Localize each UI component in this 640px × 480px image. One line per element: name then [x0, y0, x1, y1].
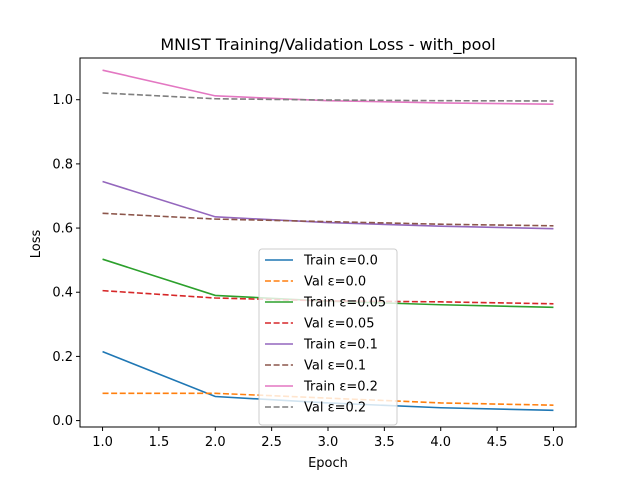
- legend-entry: Train ε=0.1: [303, 338, 378, 353]
- series-line: [102, 92, 554, 102]
- y-axis-ticks: 0.0 0.2 0.4 0.6 0.8 1.0: [52, 93, 80, 429]
- x-tick-label: 4.5: [487, 435, 508, 450]
- y-axis-label: Loss: [29, 230, 44, 259]
- legend-entry: Val ε=0.2: [304, 401, 366, 416]
- y-tick-label: 1.0: [52, 93, 73, 108]
- x-tick-label: 2.0: [205, 435, 226, 450]
- y-tick-label: 0.4: [52, 286, 73, 301]
- legend-entry: Val ε=0.05: [304, 317, 374, 332]
- legend-entry: Val ε=0.0: [304, 275, 366, 290]
- legend-entry: Val ε=0.1: [304, 359, 366, 374]
- x-tick-label: 5.0: [543, 435, 564, 450]
- legend-box: [258, 248, 398, 426]
- x-tick-label: 3.5: [374, 435, 395, 450]
- x-tick-label: 3.0: [318, 435, 339, 450]
- x-tick-label: 2.5: [261, 435, 282, 450]
- series-line: [102, 212, 554, 227]
- x-tick-label: 4.0: [430, 435, 451, 450]
- legend-entry: Train ε=0.0: [303, 254, 378, 269]
- chart-title: MNIST Training/Validation Loss - with_po…: [160, 35, 495, 55]
- legend: Train ε=0.0 Val ε=0.0 Train ε=0.05 Val ε=0.…: [258, 248, 398, 426]
- y-tick-label: 0.8: [52, 157, 73, 172]
- series-line: [102, 180, 554, 230]
- legend-entry: Train ε=0.05: [303, 296, 386, 311]
- x-axis-ticks: 1.0 1.5 2.0 2.5 3.0 3.5 4.0 4.5 5.0: [92, 427, 564, 450]
- y-tick-label: 0.2: [52, 350, 73, 365]
- legend-entry: Train ε=0.2: [303, 380, 378, 395]
- x-tick-label: 1.0: [92, 435, 113, 450]
- x-tick-label: 1.5: [149, 435, 170, 450]
- x-axis-label: Epoch: [308, 456, 348, 471]
- y-tick-label: 0.6: [52, 222, 73, 237]
- y-tick-label: 0.0: [52, 414, 73, 429]
